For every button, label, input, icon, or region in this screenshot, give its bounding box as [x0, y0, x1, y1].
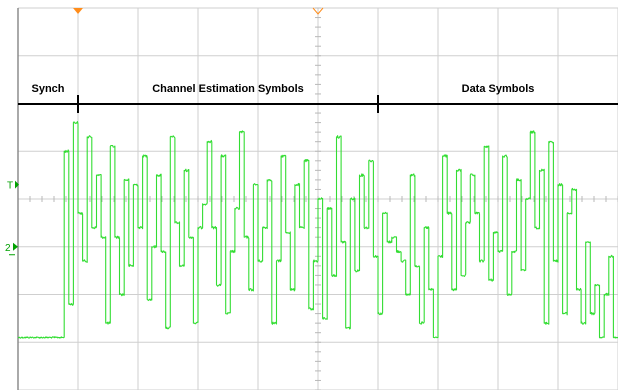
channel-ground-marker: [13, 242, 18, 251]
trigger-position-marker: [73, 8, 83, 14]
segment-label: Data Symbols: [462, 83, 535, 95]
trace-line: [17, 121, 618, 339]
segment-label: Synch: [31, 83, 64, 95]
trigger-level-label: T: [7, 181, 13, 192]
signal-trace: [17, 121, 618, 339]
screen-markers: T2: [5, 7, 324, 256]
segment-label: Channel Estimation Symbols: [152, 83, 304, 95]
trigger-level-marker: [15, 180, 19, 189]
channel-label: 2: [5, 243, 11, 254]
center-position-marker: [312, 7, 324, 15]
segment-annotations: Synch Channel Estimation Symbols Data Symb…: [18, 83, 618, 113]
